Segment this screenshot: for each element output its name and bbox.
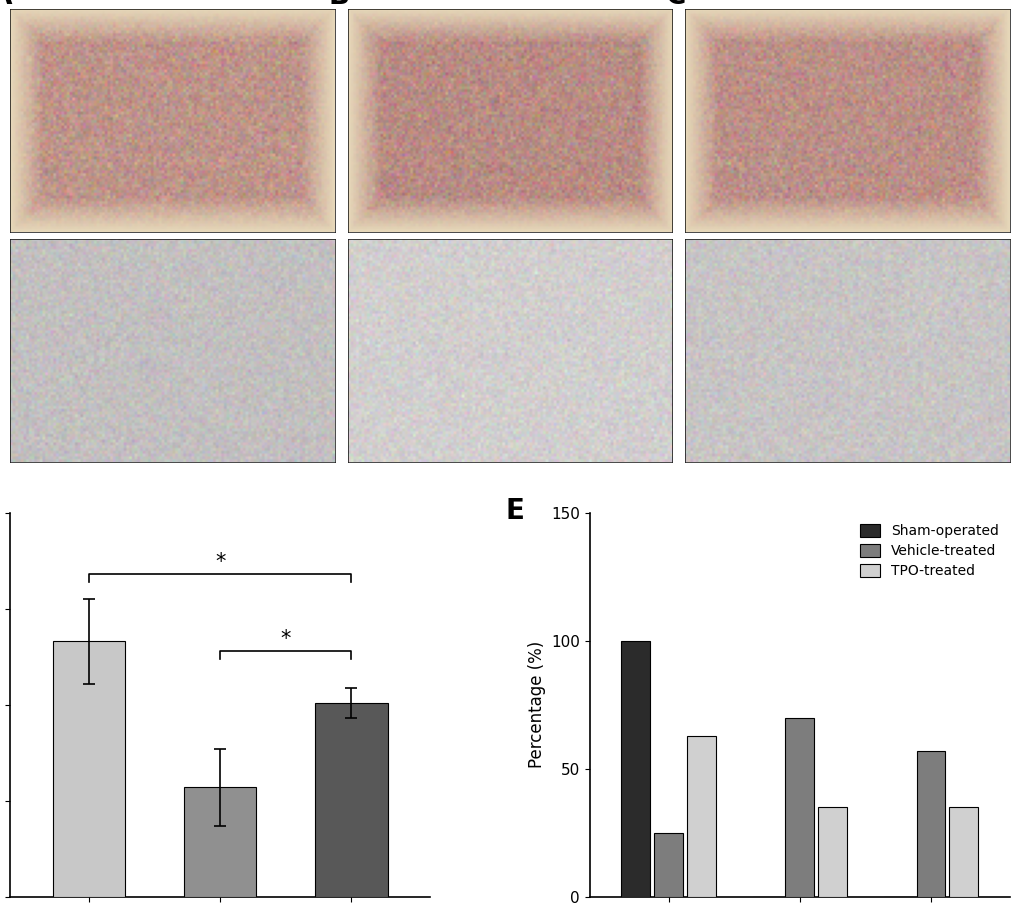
Bar	[785, 718, 813, 897]
Bar	[817, 807, 846, 897]
Bar	[686, 736, 715, 897]
Text: B: B	[328, 0, 350, 10]
Bar	[916, 751, 945, 897]
Text: A: A	[0, 0, 12, 10]
Text: *: *	[280, 629, 290, 649]
Bar	[621, 641, 649, 897]
Bar	[183, 787, 256, 897]
Text: C: C	[665, 0, 686, 10]
Bar	[53, 641, 125, 897]
Bar	[653, 833, 683, 897]
Text: E: E	[505, 497, 524, 525]
Bar	[949, 807, 977, 897]
Text: *: *	[215, 553, 225, 573]
Bar	[315, 703, 387, 897]
Y-axis label: Percentage (%): Percentage (%)	[527, 641, 545, 768]
Legend: Sham-operated, Vehicle-treated, TPO-treated: Sham-operated, Vehicle-treated, TPO-trea…	[855, 520, 1002, 583]
